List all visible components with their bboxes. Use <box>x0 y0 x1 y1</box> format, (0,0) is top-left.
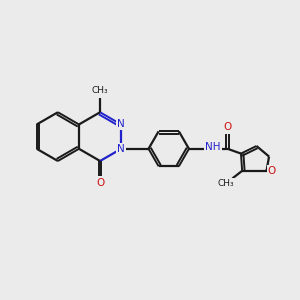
Text: O: O <box>268 166 276 176</box>
Text: CH₃: CH₃ <box>92 86 108 95</box>
Text: O: O <box>96 178 104 188</box>
Text: NH: NH <box>205 142 220 152</box>
Text: N: N <box>117 119 125 129</box>
Text: O: O <box>224 122 232 132</box>
Text: CH₃: CH₃ <box>218 179 234 188</box>
Text: N: N <box>117 144 125 154</box>
